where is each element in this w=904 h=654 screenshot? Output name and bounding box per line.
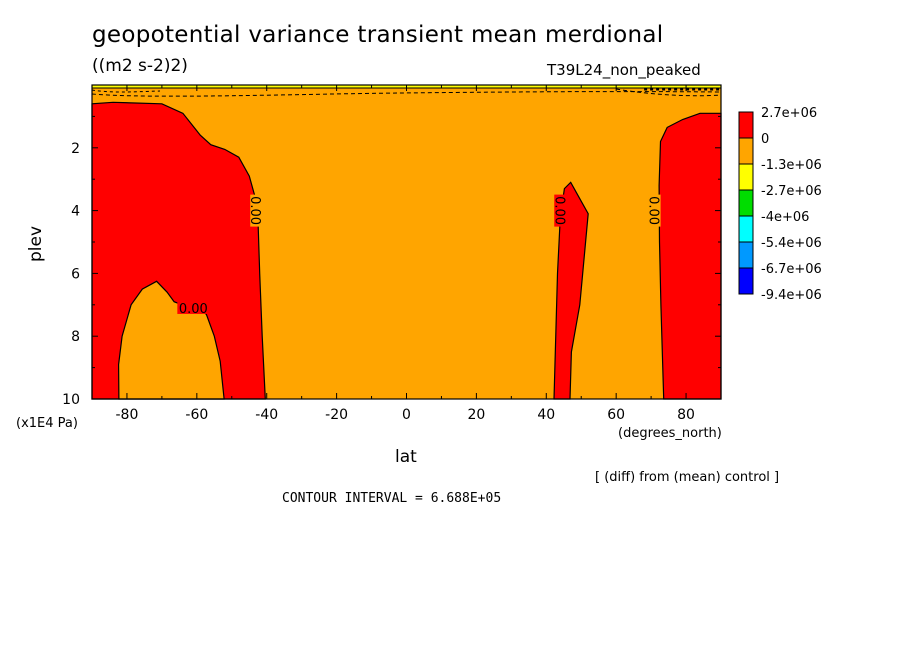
x-tick-label-8: 80 <box>677 407 695 423</box>
y-tick-label-3: 8 <box>71 329 80 345</box>
colorbar-swatch-4 <box>738 189 754 217</box>
colorbar-swatch-2 <box>738 137 754 165</box>
colorbar-label-7: -6.7e+06 <box>761 262 822 277</box>
y-tick-label-0: 2 <box>71 141 80 157</box>
x-tick-label-0: -80 <box>116 407 139 423</box>
colorbar-swatch-7 <box>738 267 754 295</box>
x-axis-label: lat <box>395 447 417 467</box>
positive-region-3 <box>658 112 722 400</box>
y-axis-label: plev <box>26 225 46 262</box>
colorbar-label-4: -2.7e+06 <box>761 184 822 199</box>
x-tick-label-3: -20 <box>325 407 348 423</box>
x-tick-label-1: -60 <box>185 407 208 423</box>
colorbar-swatch-1 <box>738 111 754 139</box>
plot-area <box>91 85 722 400</box>
contour-labels: 0.00 0.00 0.00 0.00 <box>177 194 661 317</box>
contour-label-bg-1 <box>250 194 263 227</box>
contour-label-bg-3 <box>554 194 567 227</box>
contour-interval: CONTOUR INTERVAL = 6.688E+05 <box>282 491 502 506</box>
chart-title: geopotential variance transient mean mer… <box>92 22 664 48</box>
x-tick-label-7: 60 <box>607 407 625 423</box>
y-tick-label-2: 6 <box>71 266 80 282</box>
colorbar-swatch-5 <box>738 215 754 243</box>
contour-label-3: 0.00 <box>551 196 566 225</box>
y-tick-label-1: 4 <box>71 204 80 220</box>
dashed-contour-3 <box>91 89 161 93</box>
colorbar: 2.7e+06 0 -1.3e+06 -2.7e+06 -4e+06 -5.4e+06 -6… <box>738 106 822 303</box>
chart-units: ((m2 s-2)2) <box>92 56 188 76</box>
colorbar-label-6: -5.4e+06 <box>761 236 822 251</box>
y-axis-unit: (x1E4 Pa) <box>16 416 78 431</box>
colorbar-label-8: -9.4e+06 <box>761 288 822 303</box>
colorbar-label-1: 2.7e+06 <box>761 106 817 121</box>
axes: -80 -60 -40 -20 0 20 40 60 80 2 4 6 8 10 <box>62 84 722 423</box>
contour-label-4: 0.00 <box>646 196 661 225</box>
x-axis-unit: (degrees_north) <box>618 426 722 441</box>
x-tick-label-6: 40 <box>537 407 555 423</box>
x-tick-label-4: 0 <box>402 407 411 423</box>
colorbar-label-3: -1.3e+06 <box>761 158 822 173</box>
colorbar-label-5: -4e+06 <box>761 210 809 225</box>
contour-label-bg-4 <box>648 194 661 227</box>
contour-label-1: 0.00 <box>247 196 262 225</box>
diff-note: [ (diff) from (mean) control ] <box>595 470 780 485</box>
y-tick-label-4: 10 <box>62 392 80 408</box>
x-tick-label-5: 20 <box>467 407 485 423</box>
run-label: T39L24_non_peaked <box>547 61 701 79</box>
colorbar-label-2: 0 <box>761 132 769 147</box>
x-tick-label-2: -40 <box>255 407 278 423</box>
dashed-contour-1 <box>91 91 722 97</box>
positive-region-2 <box>553 181 589 400</box>
contour-label-2: 0.00 <box>179 302 208 317</box>
colorbar-swatch-6 <box>738 241 754 269</box>
contour-label-bg-2 <box>177 301 210 314</box>
colorbar-swatch-3 <box>738 163 754 191</box>
